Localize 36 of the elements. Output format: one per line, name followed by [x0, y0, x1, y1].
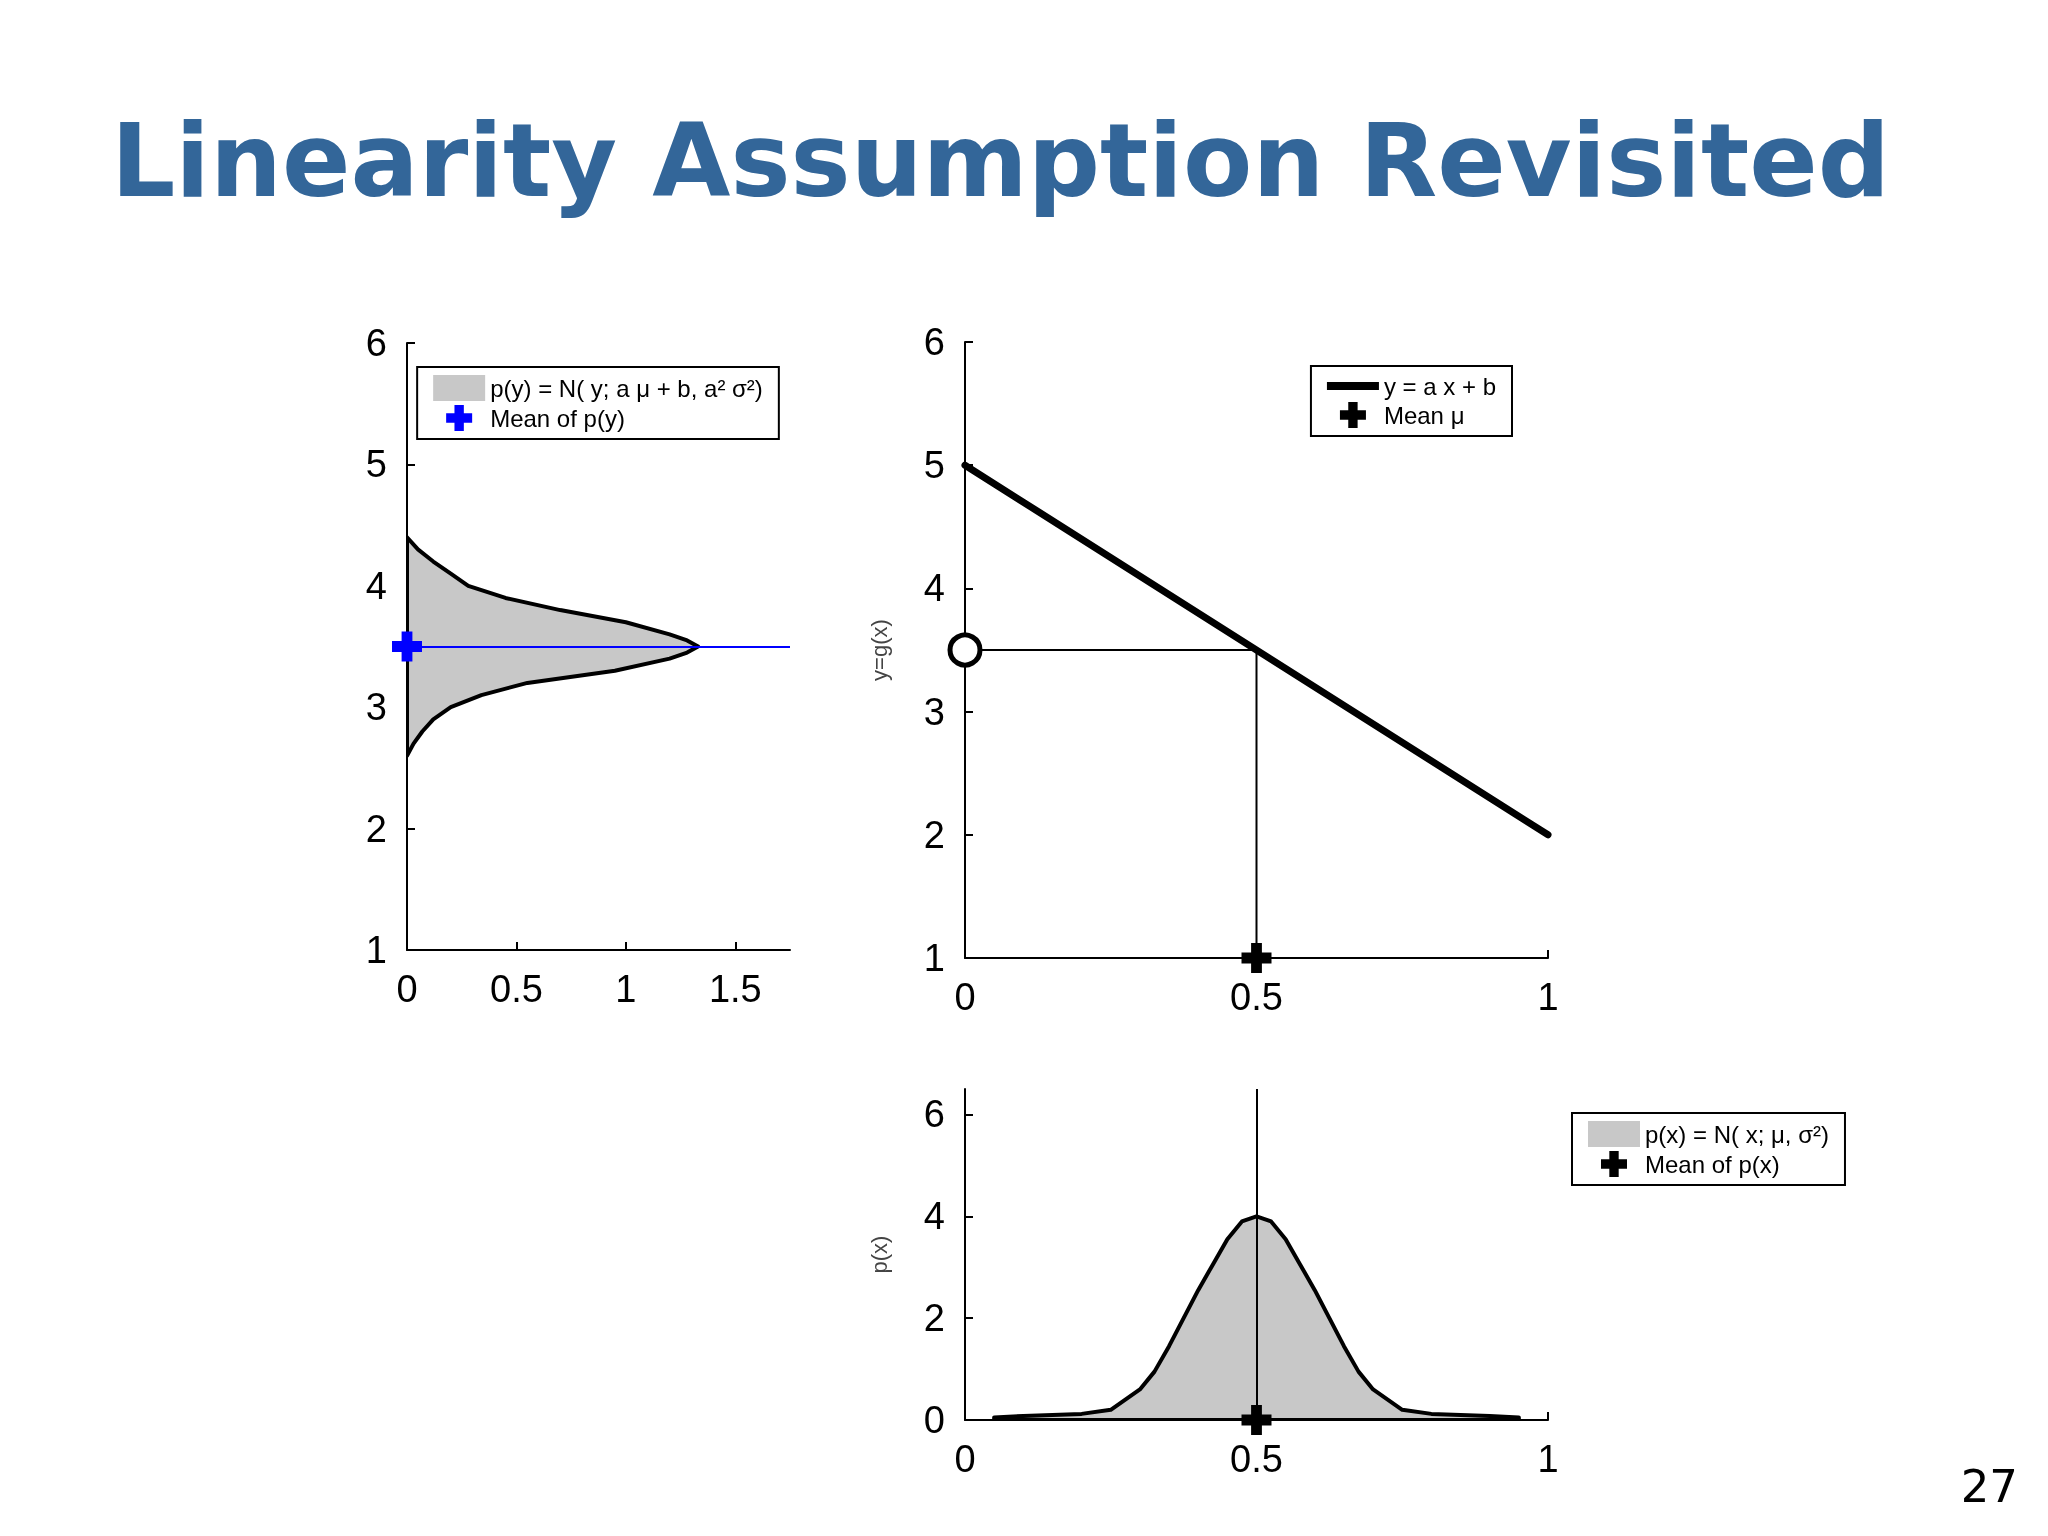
y-tick-label: 1	[923, 937, 945, 979]
x-tick-label: 1	[1537, 1438, 1559, 1480]
y-tick-label: 6	[923, 1093, 945, 1136]
legend-label: Mean of p(y)	[490, 404, 625, 432]
y-tick-label: 3	[365, 686, 387, 729]
x-tick-label: 0.5	[1230, 1438, 1283, 1480]
text: Linearity Assumption Revisited	[111, 102, 1890, 220]
x-tick-label: 1	[615, 968, 637, 1010]
x-tick-label: 0.5	[490, 968, 543, 1010]
x-tick-label: 1.5	[708, 968, 762, 1010]
y-tick-label: 5	[923, 444, 945, 487]
text: 27	[1960, 1460, 2018, 1513]
y-tick-label: 6	[365, 322, 387, 364]
y-tick-label: 6	[923, 321, 945, 363]
legend-label: Mean of p(x)	[1645, 1150, 1780, 1178]
y-axis-title: y=g(x)	[866, 619, 892, 681]
legend-label: Mean μ	[1383, 401, 1465, 429]
y-tick-label: 4	[365, 564, 387, 607]
legend-label: p(y) = N( y; a μ + b, a² σ²)	[490, 374, 763, 402]
y-tick-label: 0	[923, 1399, 945, 1441]
y-tick-label: 2	[923, 813, 945, 856]
x-tick-label: 0	[954, 1438, 976, 1480]
y-tick-label: 5	[365, 443, 387, 486]
x-tick-label: 0	[396, 968, 418, 1010]
x-tick-label: 0.5	[1230, 976, 1283, 1018]
y-tick-label: 2	[923, 1297, 945, 1340]
legend-label: p(x) = N( x; μ, σ²)	[1645, 1120, 1829, 1148]
y-axis-title: p(x)	[866, 1235, 892, 1274]
y-tick-label: 4	[923, 567, 945, 610]
legend-label: y = a x + b	[1383, 372, 1497, 400]
x-tick-label: 0	[954, 976, 976, 1018]
x-tick-label: 1	[1537, 976, 1559, 1018]
y-tick-label: 2	[365, 807, 387, 850]
y-tick-label: 1	[365, 929, 387, 971]
y-tick-label: 3	[923, 690, 945, 733]
y-tick-label: 4	[923, 1195, 945, 1238]
